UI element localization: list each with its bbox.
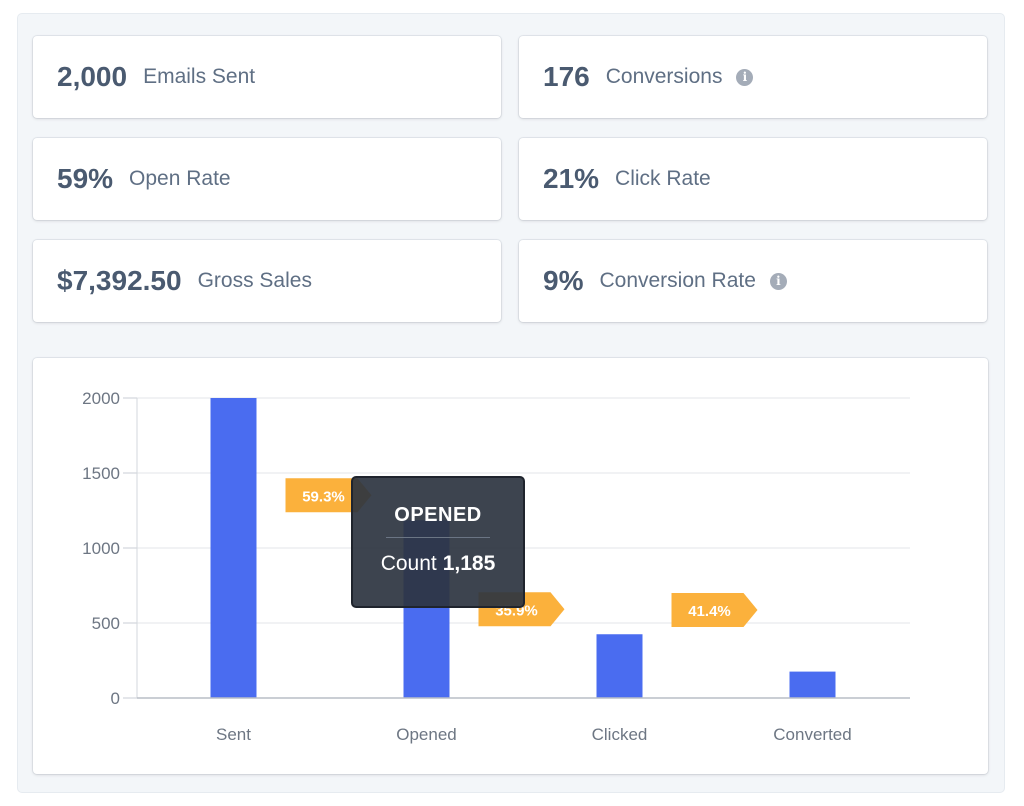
y-tick-label: 2000 [82,389,120,408]
conversion-arrow [285,478,372,513]
tooltip-line: Count 1,185 [353,552,523,576]
stat-label: Click Rate [615,167,711,190]
stat-value: 176 [543,61,590,92]
chart-tooltip: OPENED Count 1,185 [351,476,525,608]
stat-card-open-rate: 59% Open Rate [33,138,501,220]
stat-card-click-rate: 21% Click Rate [519,138,987,220]
stat-value: 2,000 [57,61,128,92]
stat-card-emails-sent: 2,000 Emails Sent [33,36,501,118]
bar [596,634,643,698]
stat-value: 9% [543,265,584,296]
x-tick-label: Sent [216,725,251,744]
y-tick-label: 500 [92,614,120,633]
stat-label: Conversions [605,65,723,88]
tooltip-divider [386,537,490,538]
x-tick-label: Converted [773,725,851,744]
stat-label: Emails Sent [143,65,256,88]
stat-card-conversions: 176 Conversions i [519,36,987,118]
stat-label: Open Rate [129,167,231,190]
stat-card-gross-sales: $7,392.50 Gross Sales [33,240,501,322]
stat-value: 21% [543,163,600,194]
info-icon[interactable]: i [736,68,754,86]
conversion-label: 41.4% [688,603,731,620]
stat-label: Gross Sales [197,269,312,292]
stat-value: 59% [57,163,114,194]
x-tick-label: Opened [396,725,457,744]
conversion-arrow [671,593,758,627]
tooltip-value: 1,185 [442,552,496,575]
bar [210,398,257,698]
tooltip-title: OPENED [394,504,482,526]
y-tick-label: 1500 [82,464,120,483]
y-tick-label: 0 [111,689,120,708]
conversion-label: 59.3% [302,488,345,505]
info-icon[interactable]: i [769,272,787,290]
y-tick-label: 1000 [82,539,120,558]
stat-value: $7,392.50 [57,265,182,296]
tooltip-label: Count [380,552,437,575]
stat-label: Conversion Rate [599,269,756,292]
bar [789,671,836,698]
stat-card-conversion-rate: 9% Conversion Rate i [519,240,987,322]
x-tick-label: Clicked [592,725,648,744]
